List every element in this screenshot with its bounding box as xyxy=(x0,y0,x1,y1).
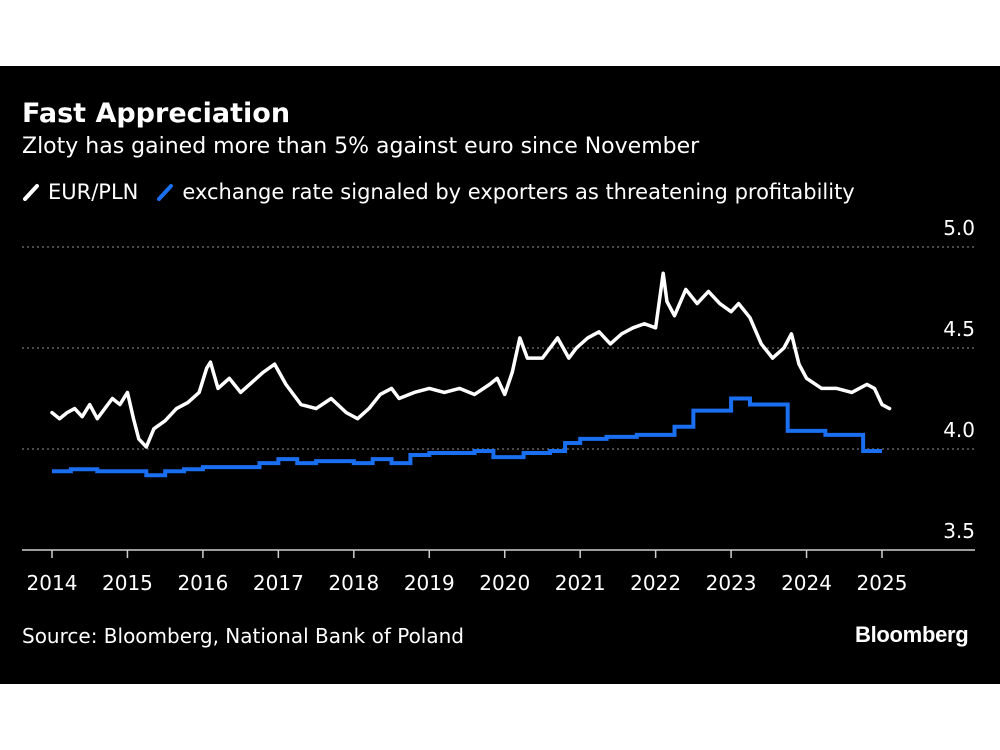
x-tick-label-2019: 2019 xyxy=(404,571,455,595)
source-note: Source: Bloomberg, National Bank of Pola… xyxy=(22,624,464,648)
x-tick-label-2014: 2014 xyxy=(27,571,78,595)
chart-panel: Fast Appreciation Zloty has gained more … xyxy=(0,66,1000,684)
x-tick-label-2016: 2016 xyxy=(177,571,228,595)
x-tick-label-2020: 2020 xyxy=(479,571,530,595)
y-tick-label-4.5: 4.5 xyxy=(943,317,975,341)
x-tick-label-2023: 2023 xyxy=(706,571,757,595)
x-tick-label-2024: 2024 xyxy=(781,571,832,595)
legend: EUR/PLN exchange rate signaled by export… xyxy=(22,180,865,204)
x-tick-label-2021: 2021 xyxy=(555,571,606,595)
x-tick-label-2017: 2017 xyxy=(253,571,304,595)
x-tick-label-2022: 2022 xyxy=(630,571,681,595)
legend-swatch-eurpln-icon xyxy=(23,184,39,201)
x-tick-label-2018: 2018 xyxy=(328,571,379,595)
chart-subtitle: Zloty has gained more than 5% against eu… xyxy=(22,134,700,159)
legend-label-eurpln: EUR/PLN xyxy=(48,180,139,204)
y-tick-label-4.0: 4.0 xyxy=(943,418,975,442)
y-tick-label-3.5: 3.5 xyxy=(943,519,975,543)
legend-item-threshold: exchange rate signaled by exporters as t… xyxy=(156,180,855,204)
chart-plot: 3.5 4.0 4.5 5.0 2014 2015 2016 2017 2018 2019 2020… xyxy=(22,216,975,595)
x-tick-label-2025: 2025 xyxy=(857,571,908,595)
series-line-eurpln xyxy=(50,271,892,449)
series-line-threshold xyxy=(52,396,882,478)
legend-label-threshold: exchange rate signaled by exporters as t… xyxy=(182,180,855,204)
y-tick-label-5.0: 5.0 xyxy=(943,216,975,240)
bloomberg-logo: Bloomberg xyxy=(855,622,969,647)
chart-title: Fast Appreciation xyxy=(22,98,291,129)
legend-swatch-threshold-icon xyxy=(157,184,174,201)
x-tick-label-2015: 2015 xyxy=(102,571,153,595)
legend-item-eurpln: EUR/PLN xyxy=(22,180,138,204)
